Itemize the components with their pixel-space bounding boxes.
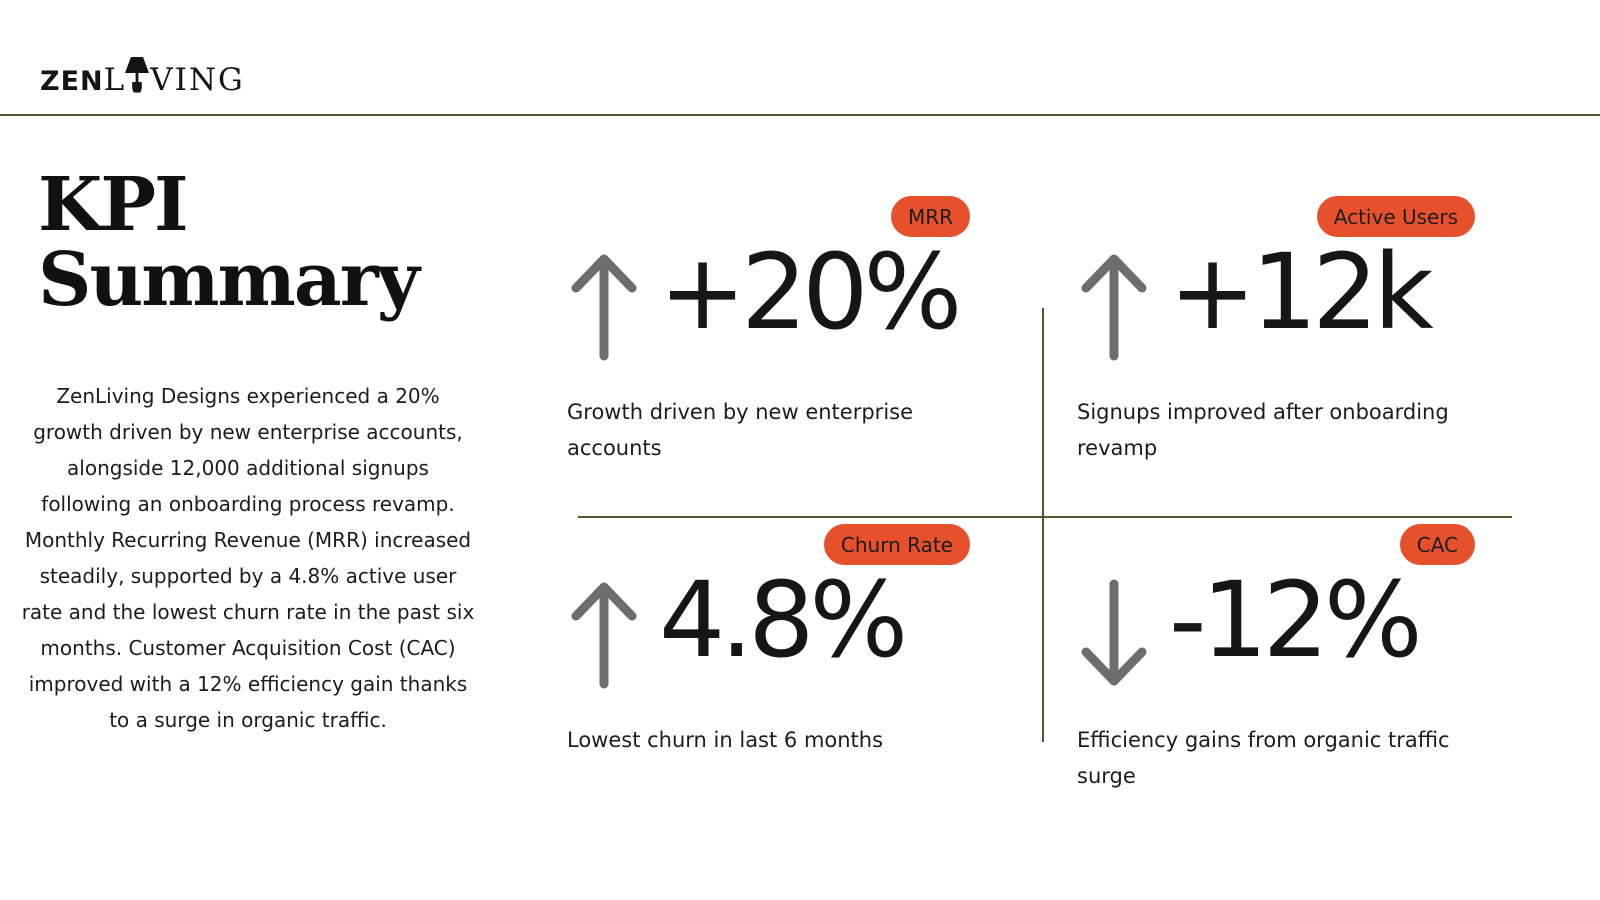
kpi-badge-churn-rate: Churn Rate [823,524,970,565]
page-title: KPI Summary [38,162,498,324]
lamp-icon [122,56,152,100]
kpi-card-active-users: Active Users +12k Signups improved after… [1075,196,1475,506]
kpi-metric: +12k [1075,240,1434,364]
page-title-line2: Summary [38,237,420,324]
arrow-down-icon [1075,576,1153,692]
kpi-description-cac: Efficiency gains from organic traffic su… [1077,728,1450,789]
kpi-metric: +20% [565,240,962,364]
kpi-description-mrr: Growth driven by new enterprise accounts [567,400,914,461]
vertical-divider [1042,308,1044,742]
arrow-up-icon [1075,248,1153,364]
kpi-card-cac: CAC -12% Efficiency gains from organic t… [1075,524,1475,834]
kpi-card-mrr: MRR +20% Growth driven by new enterprise… [565,196,970,506]
kpi-badge-cac: CAC [1399,524,1475,565]
horizontal-divider [578,516,1512,518]
summary-paragraph: ZenLiving Designs experienced a 20% grow… [21,384,475,732]
kpi-metric: 4.8% [565,568,908,692]
arrow-up-icon [565,576,643,692]
kpi-badge-active-users: Active Users [1316,196,1475,237]
kpi-value-active-users: +12k [1169,231,1434,353]
logo-text-ving: VING [150,62,245,98]
zenliving-logo: ZEN L VING [40,46,245,98]
logo-text-l: L [103,62,127,98]
kpi-value-cac: -12% [1169,559,1423,681]
kpi-badge-mrr: MRR [890,196,970,237]
kpi-value-churn-rate: 4.8% [659,559,908,681]
kpi-card-churn-rate: Churn Rate 4.8% Lowest churn in last 6 m… [565,524,970,834]
kpi-value-mrr: +20% [659,231,962,353]
header-divider [0,114,1600,116]
page-title-line1: KPI [38,162,189,248]
kpi-description-churn-rate: Lowest churn in last 6 months [567,728,884,752]
kpi-metric: -12% [1075,568,1423,692]
logo-text-zen: ZEN [40,66,104,97]
arrow-up-icon [565,248,643,364]
kpi-description-active-users: Signups improved after onboarding revamp [1077,400,1449,461]
